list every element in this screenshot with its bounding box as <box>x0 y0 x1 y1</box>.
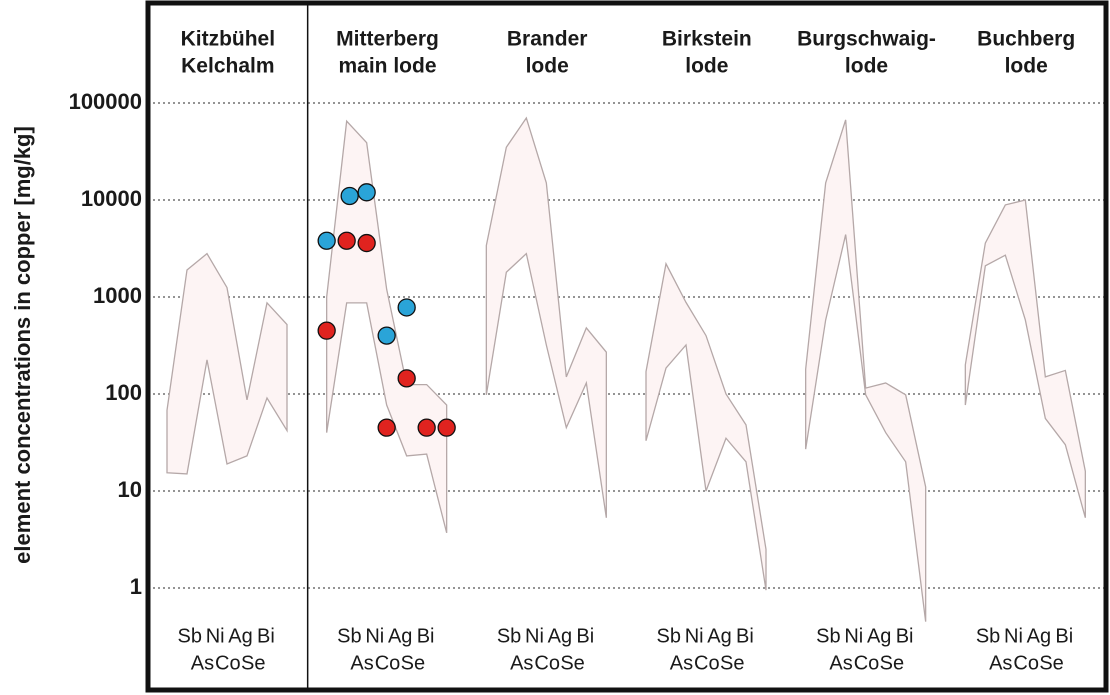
x-tick-label: Co <box>375 652 401 674</box>
data-point <box>317 321 336 340</box>
x-tick-label: Co <box>694 652 720 674</box>
panel-title: Burgschwaig- <box>797 28 936 51</box>
x-tick-label: Sb <box>656 625 680 647</box>
x-tick-label: Se <box>880 652 904 674</box>
range-band <box>645 261 767 591</box>
x-tick-label: Ag <box>548 625 572 647</box>
data-point <box>337 231 356 250</box>
x-tick-label: As <box>989 652 1012 674</box>
x-tick-label: Ag <box>228 625 252 647</box>
data-point <box>317 231 336 250</box>
x-tick-label: Ni <box>1004 625 1023 647</box>
x-tick-label: Ag <box>707 625 731 647</box>
x-tick-label: Co <box>215 652 241 674</box>
x-tick-label: Ag <box>867 625 891 647</box>
x-tick-label: Co <box>854 652 880 674</box>
x-tick-label: Se <box>241 652 265 674</box>
x-tick-label: Bi <box>736 625 754 647</box>
x-tick-label: Sb <box>816 625 840 647</box>
x-tick-label: Ni <box>525 625 544 647</box>
panel-title: Kelchalm <box>181 55 274 78</box>
panel-title: main lode <box>338 55 436 78</box>
panel-title: lode <box>526 55 569 78</box>
x-tick-label: Se <box>560 652 584 674</box>
data-point <box>377 326 396 345</box>
x-tick-label: Sb <box>976 625 1000 647</box>
data-point <box>437 418 456 437</box>
x-tick-label: Ni <box>365 625 384 647</box>
y-tick-label: 100000 <box>69 89 142 114</box>
x-tick-label: Ni <box>685 625 704 647</box>
data-point <box>340 186 359 206</box>
x-tick-label: As <box>350 652 373 674</box>
x-tick-label: As <box>191 652 214 674</box>
range-band <box>805 119 927 622</box>
x-tick-label: Bi <box>896 625 914 647</box>
y-tick-label: 10 <box>118 477 142 502</box>
y-tick-label: 1 <box>130 574 142 599</box>
data-point <box>357 233 376 253</box>
panel-title: lode <box>845 55 888 78</box>
x-tick-label: Bi <box>417 625 435 647</box>
panel-title: Kitzbühel <box>181 28 276 51</box>
x-tick-label: Bi <box>1055 625 1073 647</box>
range-band <box>964 199 1086 518</box>
plot-frame <box>145 0 1109 693</box>
x-tick-label: Ni <box>844 625 863 647</box>
y-axis-label: element concentrations in copper [mg/kg] <box>10 126 35 564</box>
x-tick-label: Co <box>534 652 560 674</box>
panel-title: lode <box>1005 55 1048 78</box>
x-tick-label: As <box>829 652 852 674</box>
y-tick-label: 10000 <box>81 186 142 211</box>
y-tick-label: 100 <box>105 380 142 405</box>
data-point <box>417 418 436 437</box>
panel-title: lode <box>685 55 728 78</box>
panel-title: Buchberg <box>977 28 1075 51</box>
data-point <box>377 418 396 437</box>
range-band <box>166 252 288 475</box>
data-point <box>397 298 416 317</box>
x-tick-label: Bi <box>576 625 594 647</box>
x-tick-label: Bi <box>257 625 275 647</box>
x-tick-label: As <box>510 652 533 674</box>
x-tick-label: Co <box>1013 652 1039 674</box>
x-tick-label: Ag <box>1027 625 1051 647</box>
range-band <box>485 116 607 518</box>
x-tick-label: Sb <box>337 625 361 647</box>
x-tick-label: Sb <box>497 625 521 647</box>
x-tick-label: Se <box>1039 652 1063 674</box>
x-tick-label: Ag <box>388 625 412 647</box>
panel-title: Birkstein <box>662 28 752 51</box>
x-tick-label: Se <box>401 652 425 674</box>
x-tick-label: Ni <box>206 625 225 647</box>
panel-title: Brander <box>507 28 588 51</box>
panel-title: Mitterberg <box>336 28 439 51</box>
x-tick-label: Sb <box>177 625 201 647</box>
y-tick-label: 1000 <box>93 283 142 308</box>
data-point <box>357 183 376 202</box>
x-tick-label: As <box>670 652 693 674</box>
x-tick-label: Se <box>720 652 744 674</box>
data-point <box>397 369 416 388</box>
